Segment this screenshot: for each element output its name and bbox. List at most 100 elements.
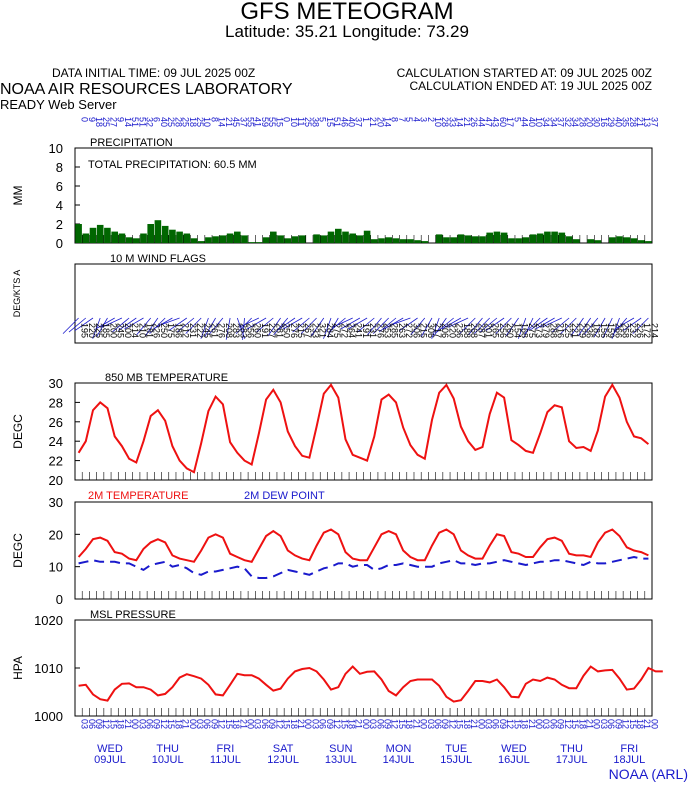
date-label: 15JUL — [440, 754, 472, 766]
wind-flag — [570, 317, 584, 337]
precip-y-tick-label: 6 — [56, 179, 63, 194]
wind-speed-label: 25 — [101, 117, 111, 127]
wind-dir-label: 276 — [375, 323, 385, 338]
wind-flag — [256, 317, 274, 333]
page-title: GFS METEOGRAM — [240, 0, 454, 25]
wind-dir-label: 232 — [628, 323, 638, 338]
temp2m-legend: 2M TEMPERATURE — [88, 490, 188, 502]
wind-dir-label: 200 — [123, 323, 133, 338]
wind-flag — [124, 317, 144, 330]
precip-bar — [392, 238, 400, 244]
precip-y-label: MM — [11, 186, 25, 206]
wind-speed-label: 34 — [548, 117, 558, 127]
hour-label: 00 — [245, 719, 255, 729]
wind-dir-label: 222 — [195, 323, 205, 338]
precip-bar — [313, 234, 320, 243]
wind-flag — [208, 317, 224, 336]
hour-label: 18 — [577, 719, 587, 729]
precip-bar — [414, 240, 421, 243]
hour-label: 21 — [123, 719, 133, 729]
hour-label: 03 — [137, 719, 147, 729]
wind-panel-frame — [74, 263, 653, 344]
precip-bar — [616, 236, 623, 243]
location-label: Latitude: 35.21 Longitude: 73.29 — [225, 22, 469, 41]
date-label: 18JUL — [613, 754, 645, 766]
hour-label: 03 — [310, 719, 320, 729]
date-label: 17JUL — [556, 754, 588, 766]
hour-label: 09 — [152, 719, 162, 729]
hour-label: 06 — [260, 719, 270, 729]
precip-bar — [125, 237, 133, 243]
precip-y-tick-label: 0 — [56, 236, 63, 251]
wind-flag — [292, 317, 310, 333]
temp850-title: 850 MB TEMPERATURE — [105, 372, 228, 384]
wind-speed-label: 8 — [209, 117, 219, 122]
date-label: 12JUL — [267, 754, 299, 766]
wind-flag — [535, 317, 555, 330]
wind-speed-label: 15 — [274, 117, 284, 127]
wind-speed-label: 33 — [447, 117, 457, 127]
precip-bar — [335, 228, 342, 244]
wind-flag — [347, 317, 368, 330]
wind-speed-label: 40 — [159, 117, 169, 127]
wind-speed-label: 47 — [484, 117, 494, 127]
precip-bar — [558, 232, 566, 243]
wind-flag — [541, 317, 562, 328]
precip-bar — [587, 239, 594, 243]
precip-bar — [630, 238, 638, 244]
precip-bar — [349, 233, 356, 243]
pressure-y-label: HPA — [11, 656, 25, 680]
wind-dir-label: 226 — [635, 323, 645, 338]
wind-speed-label: 32 — [145, 117, 155, 127]
date-label: 16JUL — [498, 754, 530, 766]
server-name: READY Web Server — [0, 97, 117, 112]
wind-speed-label: 27 — [108, 117, 118, 127]
temp850-y-tick-label: 24 — [49, 434, 63, 449]
wind-title: 10 M WIND FLAGS — [110, 253, 206, 265]
wind-speed-label: 4 — [411, 117, 421, 122]
wind-dir-label: 221 — [570, 323, 580, 338]
wind-speed-label: 16 — [599, 117, 609, 127]
hour-label: 06 — [145, 719, 155, 729]
wind-flag — [551, 317, 570, 333]
wind-speed-label: 28 — [628, 117, 638, 127]
precip-bar — [291, 236, 299, 243]
wind-dir-label: 172 — [642, 323, 652, 338]
hour-label: 09 — [613, 719, 623, 729]
precip-bar — [508, 238, 515, 244]
hour-label: 15 — [339, 719, 349, 729]
wind-flag — [323, 317, 332, 339]
wind-speed-label: 32 — [563, 117, 573, 127]
precip-bar — [161, 225, 169, 243]
wind-flag — [62, 317, 79, 334]
wind-speed-label: 38 — [310, 117, 320, 127]
wind-dir-label: 220 — [447, 323, 457, 338]
temp2m-y-tick-label: 30 — [49, 495, 63, 510]
wind-flag — [459, 317, 476, 334]
precip-bar — [169, 229, 176, 243]
wind-speed-label: 14 — [455, 117, 465, 127]
wind-speed-label: 25 — [166, 117, 176, 127]
wind-flag — [357, 317, 375, 333]
wind-flag — [389, 317, 411, 326]
precip-bar — [378, 238, 385, 244]
wind-dir-label: 306 — [411, 323, 421, 338]
hour-label: 09 — [94, 719, 104, 729]
wind-speed-label: 10 — [202, 117, 212, 127]
wind-speed-label: 55 — [267, 117, 277, 127]
hour-label: 06 — [87, 719, 97, 729]
precip-bar — [407, 239, 414, 243]
wind-dir-label: 272 — [404, 323, 414, 338]
wind-speed-label: 17 — [505, 117, 515, 127]
wind-dir-label: 256 — [245, 323, 255, 338]
hour-label: 12 — [101, 719, 111, 729]
precip-bar — [544, 231, 551, 243]
wind-speed-label: 45 — [231, 117, 241, 127]
wind-dir-label: 231 — [188, 323, 198, 338]
date-label: 10JUL — [152, 754, 184, 766]
wind-flag — [583, 317, 599, 336]
wind-flag — [242, 317, 245, 340]
precip-bar — [363, 230, 371, 243]
date-label: 13JUL — [325, 754, 357, 766]
wind-flag — [95, 317, 115, 330]
